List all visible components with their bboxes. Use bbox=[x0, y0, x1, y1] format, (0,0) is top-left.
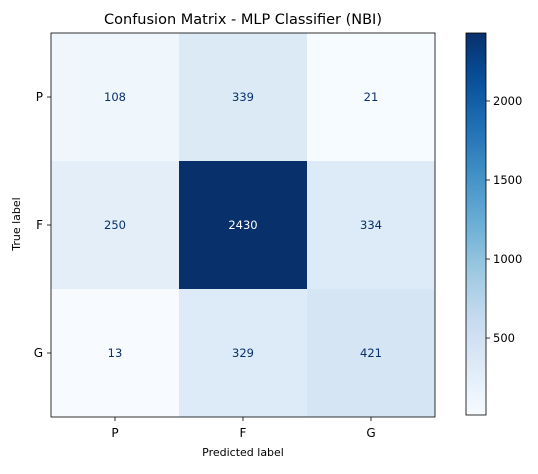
y-tick-label: F bbox=[36, 218, 43, 232]
heatmap-cell bbox=[307, 289, 435, 417]
heatmap-cell bbox=[51, 161, 179, 289]
y-tick-label: G bbox=[34, 346, 43, 360]
y-axis-label: True label bbox=[10, 197, 23, 251]
cell-value-label: 421 bbox=[360, 346, 382, 360]
x-tick-label: G bbox=[366, 426, 375, 440]
cell-value-label: 329 bbox=[232, 346, 254, 360]
cell-value-label: 108 bbox=[104, 90, 126, 104]
colorbar-tick-label: 500 bbox=[493, 331, 515, 345]
colorbar: 500 1000 1500 2000 bbox=[465, 32, 522, 416]
cell-value-label: 339 bbox=[232, 90, 254, 104]
heatmap-cell bbox=[179, 161, 307, 289]
colorbar-tick-label: 1500 bbox=[493, 173, 522, 187]
heatmap-cell bbox=[307, 33, 435, 161]
cell-value-label: 250 bbox=[104, 218, 126, 232]
cell-value-label: 21 bbox=[364, 90, 379, 104]
heatmap-cell bbox=[179, 33, 307, 161]
colorbar-tick-label: 1000 bbox=[493, 252, 522, 266]
cell-value-label: 2430 bbox=[228, 218, 257, 232]
x-tick-label: P bbox=[111, 426, 118, 440]
cell-value-label: 13 bbox=[108, 346, 123, 360]
colorbar-gradient bbox=[465, 32, 487, 416]
heatmap-cell bbox=[307, 161, 435, 289]
x-tick-label: F bbox=[240, 426, 247, 440]
colorbar-tick-label: 2000 bbox=[493, 94, 522, 108]
chart-title: Confusion Matrix - MLP Classifier (NBI) bbox=[104, 12, 382, 28]
heatmap-cells bbox=[50, 32, 436, 418]
heatmap-cell bbox=[179, 289, 307, 417]
y-axis-ticks: P F G bbox=[34, 90, 51, 360]
heatmap-cell bbox=[51, 33, 179, 161]
cell-value-label: 334 bbox=[360, 218, 382, 232]
y-tick-label: P bbox=[36, 90, 43, 104]
heatmap-cell bbox=[51, 289, 179, 417]
cell-value-labels: 108 339 21 250 2430 334 13 329 421 bbox=[104, 90, 382, 360]
x-axis-label: Predicted label bbox=[202, 446, 284, 459]
